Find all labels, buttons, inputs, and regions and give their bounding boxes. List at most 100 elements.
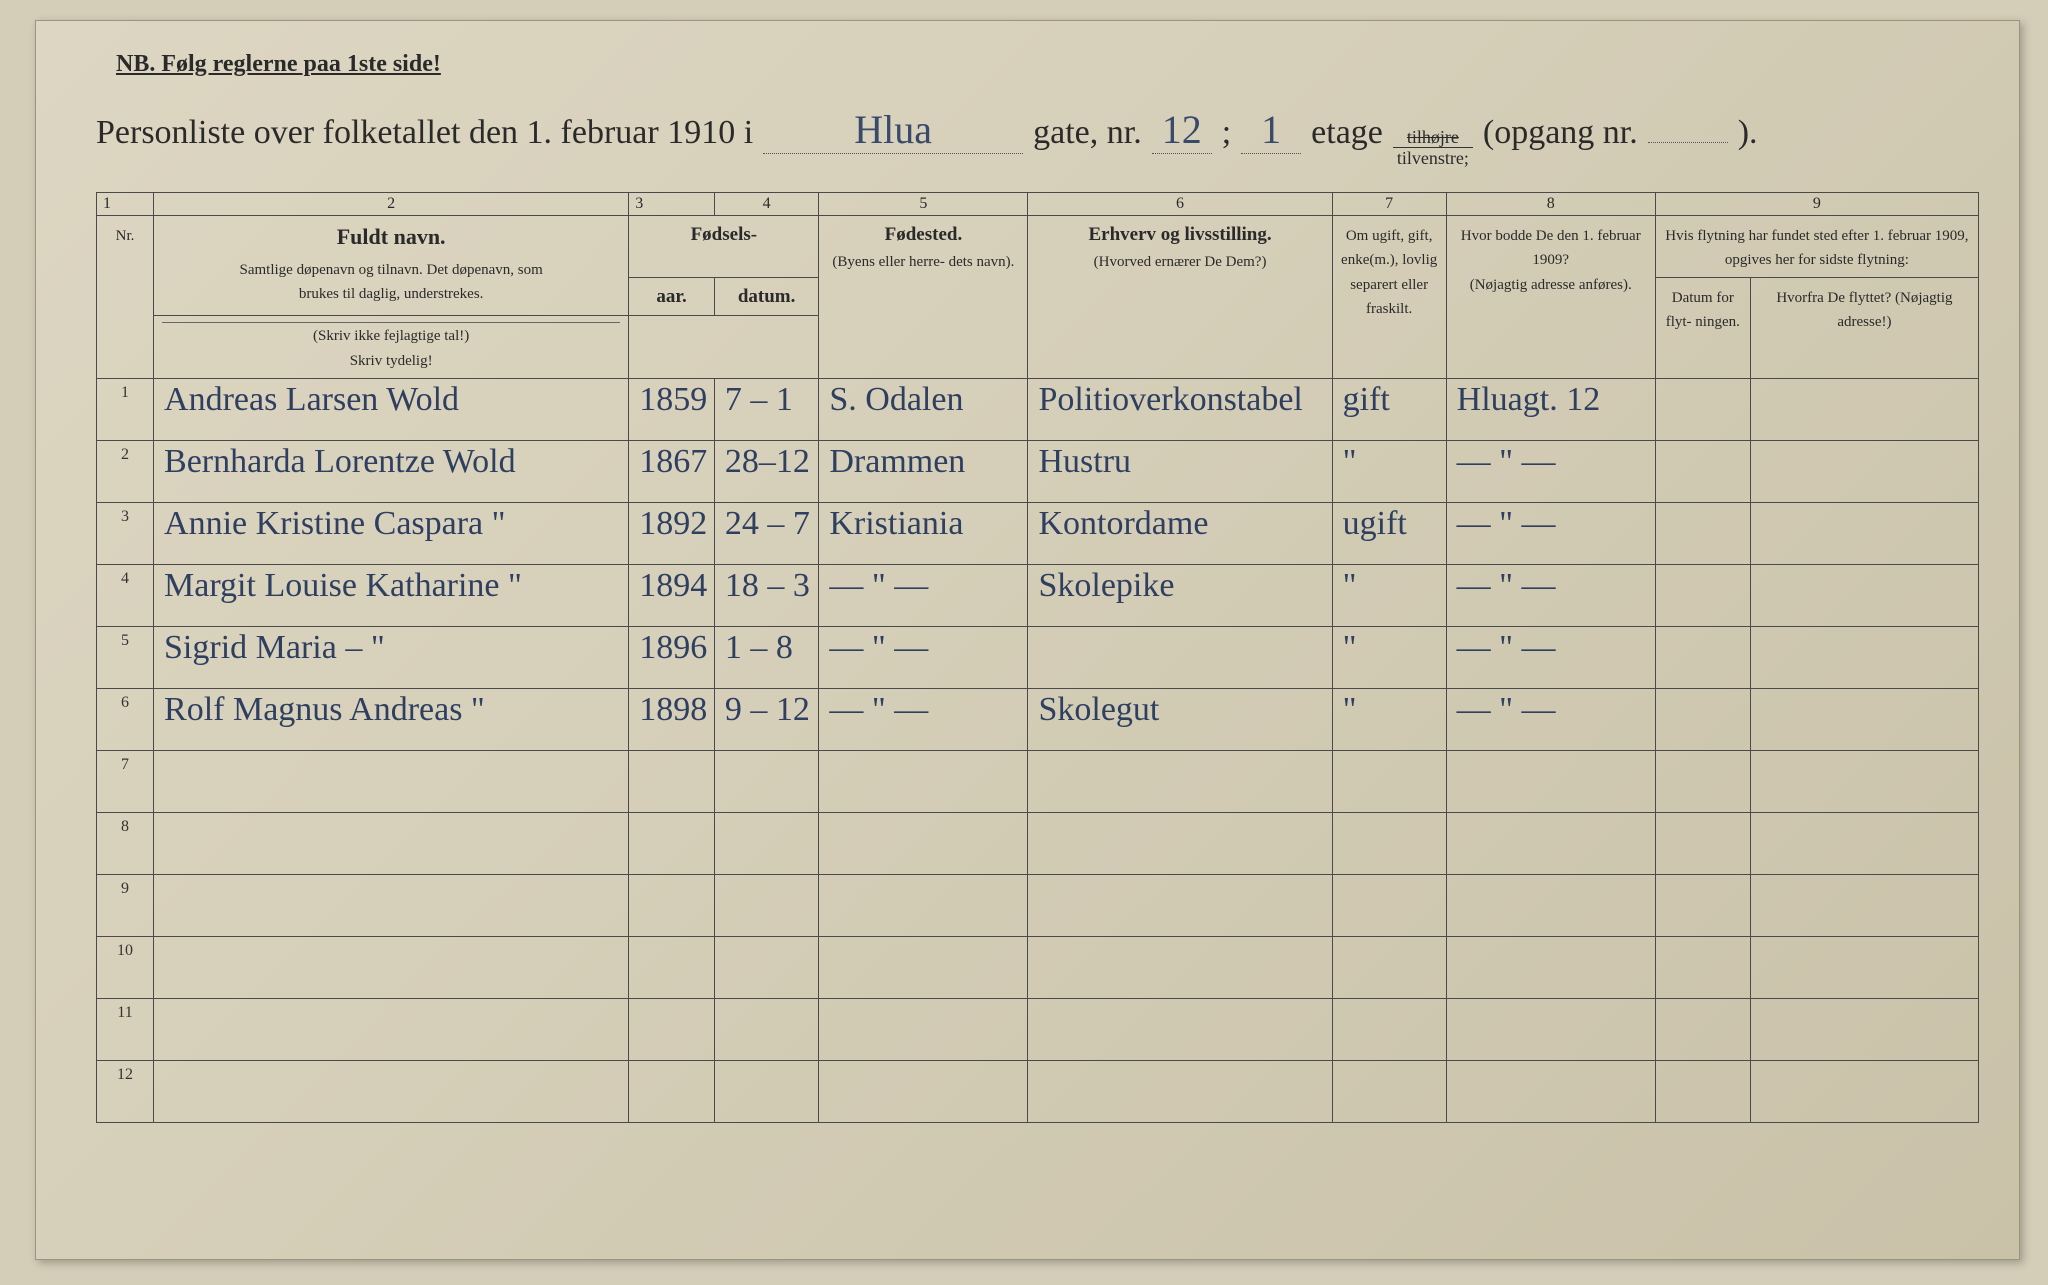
cell-occupation: Skolepike <box>1028 564 1332 626</box>
cell-marital: gift <box>1332 378 1446 440</box>
etage-side-fraction: tilhøjre tilvenstre; <box>1393 127 1473 168</box>
table-row: 9 <box>97 874 1979 936</box>
cell-move-from <box>1750 502 1978 564</box>
col-marital-head: Om ugift, gift, enke(m.), lovlig separer… <box>1332 216 1446 379</box>
cell-marital <box>1332 874 1446 936</box>
etage-label: etage <box>1311 114 1383 152</box>
cell-year: 1859 <box>629 378 715 440</box>
cell-name: Bernharda Lorentze Wold <box>154 440 629 502</box>
colnum-7: 7 <box>1332 193 1446 216</box>
cell-marital <box>1332 812 1446 874</box>
cell-name: Andreas Larsen Wold <box>154 378 629 440</box>
census-table: 1 2 3 4 5 6 7 8 9 Nr. Fuldt navn. Samtli… <box>96 192 1979 1123</box>
cell-occupation: Skolegut <box>1028 688 1332 750</box>
cell-move-from <box>1750 874 1978 936</box>
cell-address: — " — <box>1446 564 1655 626</box>
row-nr: 5 <box>97 626 154 688</box>
cell-move-date <box>1655 998 1750 1060</box>
table-row: 3Annie Kristine Caspara "189224 – 7Krist… <box>97 502 1979 564</box>
cell-address <box>1446 750 1655 812</box>
cell-occupation <box>1028 750 1332 812</box>
cell-marital <box>1332 1060 1446 1122</box>
cell-move-date <box>1655 1060 1750 1122</box>
table-row: 12 <box>97 1060 1979 1122</box>
col-date-head: datum. <box>714 277 819 316</box>
cell-address: Hluagt. 12 <box>1446 378 1655 440</box>
cell-move-from <box>1750 750 1978 812</box>
cell-move-date <box>1655 874 1750 936</box>
cell-address <box>1446 874 1655 936</box>
semicolon: ; <box>1222 114 1231 152</box>
cell-move-from <box>1750 812 1978 874</box>
cell-name <box>154 874 629 936</box>
cell-move-date <box>1655 564 1750 626</box>
col-birth-group: Fødsels- <box>629 216 819 278</box>
col-year-head: aar. <box>629 277 715 316</box>
cell-year <box>629 936 715 998</box>
cell-birthplace <box>819 750 1028 812</box>
cell-move-date <box>1655 378 1750 440</box>
gate-nr-field: 12 <box>1152 106 1212 154</box>
row-nr: 12 <box>97 1060 154 1122</box>
colnum-1: 1 <box>97 193 154 216</box>
row-nr: 6 <box>97 688 154 750</box>
cell-move-from <box>1750 936 1978 998</box>
cell-move-date <box>1655 626 1750 688</box>
row-nr: 4 <box>97 564 154 626</box>
cell-date: 18 – 3 <box>714 564 819 626</box>
table-row: 2Bernharda Lorentze Wold186728–12Drammen… <box>97 440 1979 502</box>
census-form-paper: NB. Følg reglerne paa 1ste side! Personl… <box>35 20 2020 1260</box>
cell-date: 9 – 12 <box>714 688 819 750</box>
cell-move-date <box>1655 688 1750 750</box>
row-nr: 10 <box>97 936 154 998</box>
cell-date <box>714 998 819 1060</box>
col-nr-head: Nr. <box>97 216 154 379</box>
gate-label: gate, nr. <box>1033 114 1142 152</box>
cell-move-from <box>1750 998 1978 1060</box>
cell-date: 24 – 7 <box>714 502 819 564</box>
cell-year <box>629 812 715 874</box>
etage-nr-field: 1 <box>1241 106 1301 154</box>
table-body: 1Andreas Larsen Wold18597 – 1S. OdalenPo… <box>97 378 1979 1122</box>
row-nr: 2 <box>97 440 154 502</box>
cell-occupation <box>1028 874 1332 936</box>
col-move-from-head: Hvorfra De flyttet? (Nøjagtig adresse!) <box>1750 277 1978 378</box>
cell-birthplace <box>819 998 1028 1060</box>
colnum-8: 8 <box>1446 193 1655 216</box>
cell-year: 1898 <box>629 688 715 750</box>
col-address-head: Hvor bodde De den 1. februar 1909? (Nøja… <box>1446 216 1655 379</box>
cell-name <box>154 998 629 1060</box>
cell-move-date <box>1655 502 1750 564</box>
cell-address: — " — <box>1446 502 1655 564</box>
cell-marital: " <box>1332 688 1446 750</box>
cell-year: 1867 <box>629 440 715 502</box>
col-occupation-head: Erhverv og livsstilling. (Hvorved ernære… <box>1028 216 1332 379</box>
cell-date: 28–12 <box>714 440 819 502</box>
row-nr: 9 <box>97 874 154 936</box>
cell-move-date <box>1655 750 1750 812</box>
table-row: 4Margit Louise Katharine "189418 – 3— " … <box>97 564 1979 626</box>
cell-address <box>1446 1060 1655 1122</box>
cell-occupation: Hustru <box>1028 440 1332 502</box>
cell-date <box>714 936 819 998</box>
cell-year: 1894 <box>629 564 715 626</box>
opgang-nr-field <box>1648 142 1728 143</box>
cell-move-date <box>1655 812 1750 874</box>
cell-birthplace <box>819 936 1028 998</box>
cell-address <box>1446 812 1655 874</box>
cell-address <box>1446 998 1655 1060</box>
row-nr: 7 <box>97 750 154 812</box>
row-nr: 3 <box>97 502 154 564</box>
cell-address <box>1446 936 1655 998</box>
cell-birthplace: — " — <box>819 688 1028 750</box>
cell-date <box>714 812 819 874</box>
col-name-head: Fuldt navn. Samtlige døpenavn og tilnavn… <box>154 216 629 316</box>
cell-date: 7 – 1 <box>714 378 819 440</box>
cell-marital: " <box>1332 564 1446 626</box>
etage-top: tilhøjre <box>1393 127 1473 148</box>
row-nr: 8 <box>97 812 154 874</box>
cell-name: Sigrid Maria – " <box>154 626 629 688</box>
cell-move-from <box>1750 688 1978 750</box>
cell-occupation <box>1028 998 1332 1060</box>
cell-move-from <box>1750 440 1978 502</box>
